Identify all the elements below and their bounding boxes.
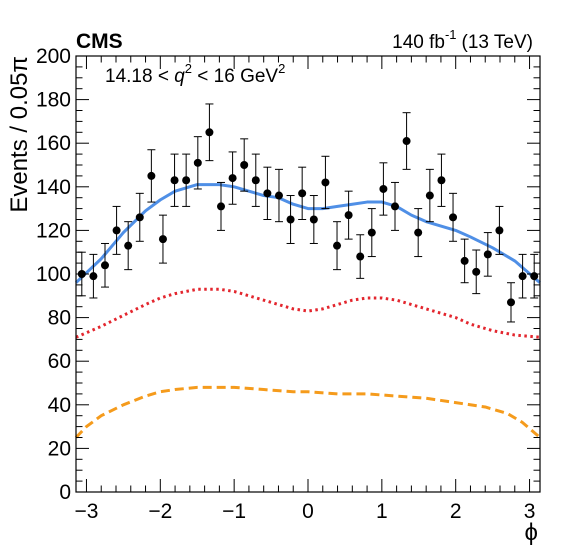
fit-curve-dashed: [74, 385, 541, 439]
data-point: [298, 189, 307, 198]
x-tick-label: 2: [450, 500, 462, 523]
y-axis-title: Events / 0.05π: [6, 56, 33, 213]
data-point: [205, 128, 214, 137]
data-point: [286, 215, 295, 224]
data-point: [309, 215, 318, 224]
y-tick-label: 20: [48, 437, 71, 460]
experiment-label: CMS: [76, 30, 123, 53]
x-tick-label: 0: [302, 500, 314, 523]
annotation-variable-exponent: 2: [185, 61, 192, 76]
y-tick-label: 180: [36, 89, 71, 112]
y-tick-label: 40: [48, 394, 71, 417]
data-point: [437, 176, 446, 185]
data-point: [483, 250, 492, 259]
data-point: [472, 267, 481, 276]
data-point: [356, 252, 365, 261]
annotation-middle: < 16 GeV: [192, 66, 278, 87]
data-point: [240, 161, 249, 169]
data-point: [495, 226, 504, 235]
y-tick-label: 200: [36, 45, 71, 68]
data-point: [217, 202, 226, 211]
data-point: [425, 191, 434, 200]
fit-curves-layer: [74, 183, 541, 439]
data-point: [518, 272, 527, 281]
lumi-suffix: (13 TeV): [462, 32, 533, 53]
data-point: [390, 202, 399, 211]
data-point: [147, 171, 156, 180]
y-tick-label: 120: [36, 219, 71, 242]
data-point: [89, 272, 98, 281]
data-point: [251, 176, 260, 185]
data-point: [124, 241, 133, 250]
data-point: [321, 178, 330, 187]
data-point: [367, 228, 376, 237]
data-point: [402, 137, 411, 146]
y-tick-label: 140: [36, 176, 71, 199]
annotation-variable: q: [174, 66, 185, 87]
annotation-prefix: 14.18 <: [105, 66, 174, 87]
y-tick-label: 160: [36, 132, 71, 155]
luminosity-label: 140 fb-1 (13 TeV): [392, 27, 533, 53]
data-point: [274, 191, 283, 200]
x-tick-label: −2: [148, 500, 172, 523]
y-tick-label: 60: [48, 350, 71, 373]
data-points-layer: [77, 103, 539, 323]
q2-range-annotation: 14.18 < q2 < 16 GeV2: [105, 61, 285, 87]
lumi-prefix: 140 fb: [392, 32, 445, 53]
x-axis-title: ϕ: [525, 519, 538, 546]
fit-curve-solid: [74, 183, 541, 284]
data-point: [344, 211, 353, 220]
data-point: [182, 176, 191, 185]
data-point: [333, 241, 342, 250]
data-point: [530, 272, 539, 281]
data-point: [170, 176, 179, 185]
data-point: [449, 213, 458, 222]
data-point: [414, 228, 423, 237]
x-tick-label: −1: [222, 500, 246, 523]
data-point: [193, 158, 202, 167]
data-point: [228, 174, 237, 183]
data-point: [112, 226, 121, 235]
fit-curve-dotted: [75, 287, 541, 339]
y-tick-label: 0: [59, 481, 71, 504]
x-tick-label: 1: [376, 500, 388, 523]
data-point: [158, 235, 167, 244]
data-point: [263, 189, 272, 198]
data-point: [507, 298, 516, 307]
lumi-exponent: -1: [445, 27, 457, 42]
data-point: [100, 261, 109, 270]
y-tick-label: 80: [48, 307, 71, 330]
axes-layer: 0 20 40 60 80 100 120 140 160 180 200 −3 −2 −1 0 1 2 3: [36, 45, 540, 523]
data-point: [135, 213, 144, 222]
plot-frame: [75, 55, 541, 493]
y-tick-label: 100: [36, 263, 71, 286]
data-point: [379, 184, 388, 193]
x-tick-label: 3: [524, 500, 536, 523]
data-point: [460, 256, 469, 265]
x-tick-label: −3: [74, 500, 98, 523]
annotation-unit-exponent: 2: [278, 61, 285, 76]
